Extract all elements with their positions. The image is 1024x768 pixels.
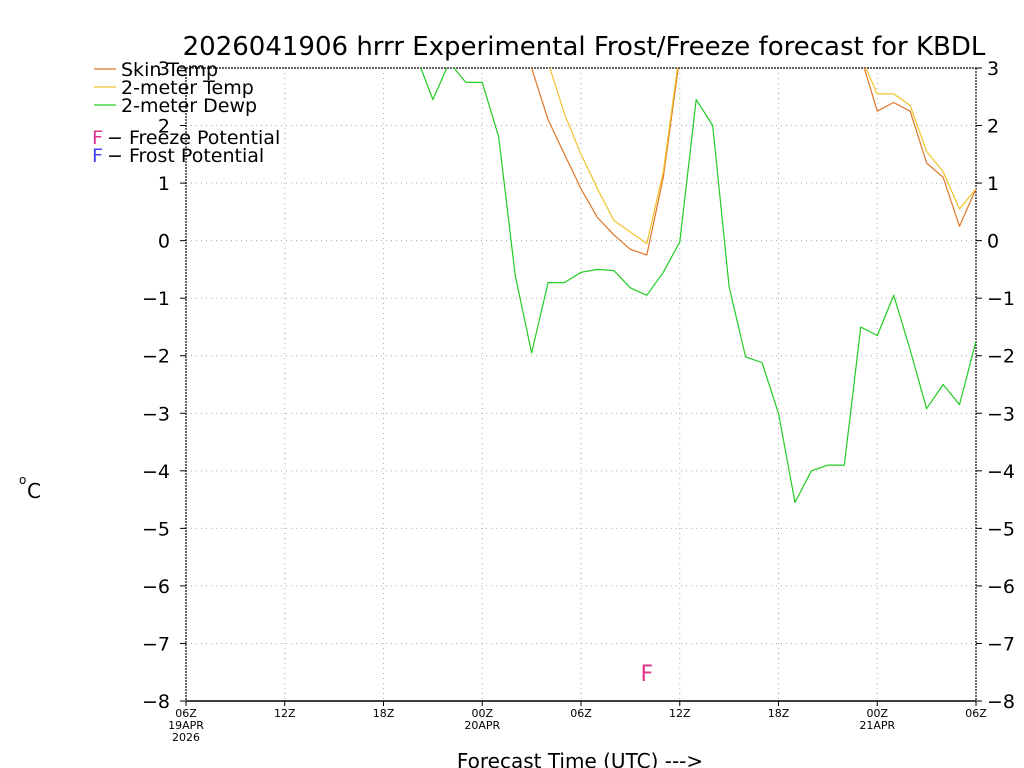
y-tick-label-right: −4 — [987, 461, 1015, 483]
y-tick-label-right: 1 — [987, 173, 999, 195]
y-tick-label-left: −2 — [142, 346, 170, 368]
freeze-potential-marker: F — [641, 662, 654, 687]
y-tick-label-left: −3 — [142, 403, 170, 425]
x-tick-label: 06Z — [175, 707, 197, 720]
y-tick-label-right: −2 — [987, 346, 1015, 368]
legend-potential-letter: F — [92, 145, 103, 167]
x-axis-label: Forecast Time (UTC) ---> — [457, 749, 703, 768]
x-tick-label: 00Z — [471, 707, 493, 720]
legend-potential-letter: F — [92, 127, 103, 149]
x-tick-label: 21APR — [859, 719, 895, 732]
y-tick-label-right: −3 — [987, 403, 1015, 425]
x-tick-label: 12Z — [669, 707, 691, 720]
y-tick-label-right: 3 — [987, 58, 999, 80]
legend-label: 2-meter Temp — [121, 77, 254, 99]
y-tick-label-right: 2 — [987, 116, 999, 138]
x-tick-label: 19APR — [168, 719, 204, 732]
y-tick-label-left: −5 — [142, 518, 170, 540]
y-tick-label-right: −8 — [987, 691, 1015, 713]
x-tick-label: 18Z — [768, 707, 790, 720]
y-axis-ticks: 3 3 2 2 1 1 0 0 −1 −1 −2 −2 −3 −3 −4 −4 −5 −5 −6 −6 −7 −7 −8 −8 — [142, 58, 1015, 713]
y-tick-label-left: −7 — [142, 633, 170, 655]
y-tick-label-right: −7 — [987, 633, 1015, 655]
data-series — [420, 68, 976, 504]
x-tick-label: 20APR — [464, 719, 500, 732]
y-tick-label-left: 2 — [158, 116, 170, 138]
x-tick-label: 18Z — [373, 707, 395, 720]
grid-lines — [186, 68, 976, 701]
series-line-2-meter-dewp — [420, 68, 976, 504]
x-tick-label: 06Z — [570, 707, 592, 720]
legend-potential-label: − Freeze Potential — [107, 127, 280, 149]
y-axis-unit-label: o C — [19, 473, 41, 503]
y-tick-label-right: −1 — [987, 288, 1015, 310]
legend-label: 2-meter Dewp — [121, 95, 257, 117]
x-tick-label: 00Z — [866, 707, 888, 720]
celsius-letter: C — [27, 479, 41, 503]
plot-axes — [185, 67, 977, 702]
y-tick-label-left: −6 — [142, 576, 170, 598]
y-tick-label-right: −6 — [987, 576, 1015, 598]
degree-symbol: o — [19, 473, 26, 487]
x-tick-label: 12Z — [274, 707, 296, 720]
x-tick-label: 2026 — [172, 731, 200, 744]
y-tick-label-right: 0 — [987, 231, 999, 253]
y-tick-label-left: −1 — [142, 288, 170, 310]
x-tick-label: 06Z — [965, 707, 987, 720]
series-line-2-meter-temp — [549, 68, 976, 245]
legend-label: Skin Temp — [121, 59, 218, 81]
y-tick-label-left: 3 — [158, 58, 170, 80]
y-tick-label-left: 0 — [158, 231, 170, 253]
chart-title: 2026041906 hrrr Experimental Frost/Freez… — [183, 32, 986, 62]
y-tick-label-right: −5 — [987, 518, 1015, 540]
y-tick-label-left: −8 — [142, 691, 170, 713]
y-tick-label-left: −4 — [142, 461, 170, 483]
legend-potential-label: − Frost Potential — [107, 145, 264, 167]
potential-markers: F — [641, 662, 654, 687]
series-line-skin-temp — [530, 68, 976, 256]
y-tick-label-left: 1 — [158, 173, 170, 195]
